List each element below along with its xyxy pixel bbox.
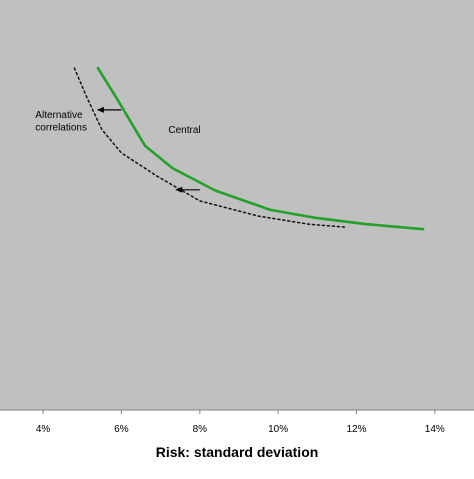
x-axis-title: Risk: standard deviation <box>156 444 319 460</box>
plot-area <box>0 0 474 410</box>
series-layer <box>73 66 425 231</box>
x-tick-label: 10% <box>268 424 288 435</box>
x-tick-label: 14% <box>425 424 445 435</box>
annotation-label-alternative-correlations: Alternative correlations <box>35 110 87 134</box>
annotation-layer: Central Alternative correlations <box>35 106 201 193</box>
x-tick-label: 4% <box>36 424 51 435</box>
x-tick-label: 12% <box>346 424 366 435</box>
x-tick-label: 6% <box>114 424 129 435</box>
x-tick-layer: 4% 6% 8% 10% 12% 14% <box>36 410 445 435</box>
x-tick-label: 8% <box>193 424 208 435</box>
series-line-central <box>96 66 425 231</box>
annotation-label-central: Central <box>168 125 200 136</box>
series-line-alternative <box>73 67 346 228</box>
